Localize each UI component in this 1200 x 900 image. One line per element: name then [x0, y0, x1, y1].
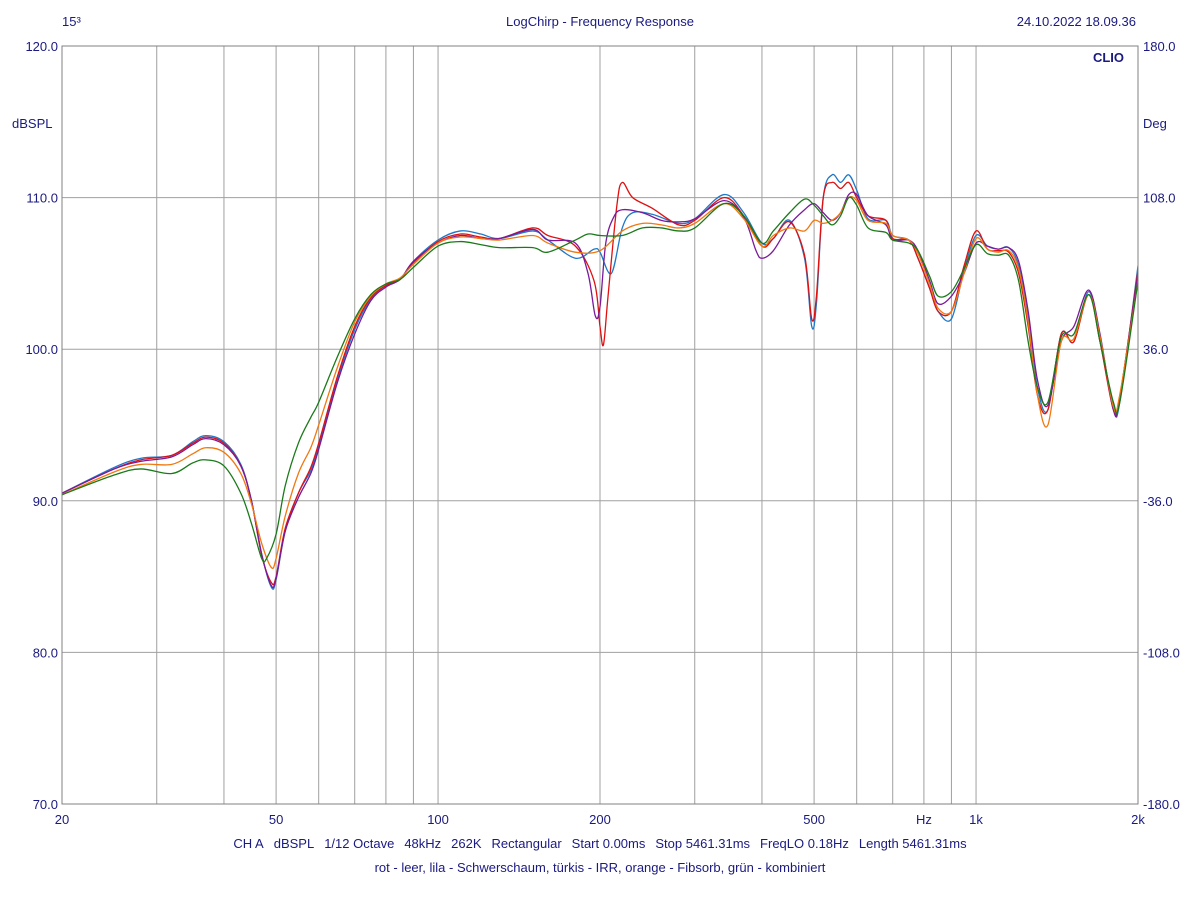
x-tick-label: Hz — [916, 812, 932, 827]
info-item: Stop 5461.31ms — [655, 836, 751, 851]
info-item: Start 0.00ms — [571, 836, 646, 851]
info-item: 262K — [451, 836, 482, 851]
info-item: 1/12 Octave — [324, 836, 395, 851]
y-tick-label: 100.0 — [25, 342, 58, 357]
series-line — [62, 196, 1138, 570]
y-tick-label: 90.0 — [33, 494, 58, 509]
series-line — [62, 196, 1138, 563]
y-tick-label: 70.0 — [33, 797, 58, 812]
y2-tick-label: 180.0 — [1143, 39, 1176, 54]
y-tick-label: 80.0 — [33, 645, 58, 660]
y2-tick-label: 108.0 — [1143, 191, 1176, 206]
axis-labels: 70.0 80.0 90.0 100.0 110.0 120.0 -180.0 -108.0 -… — [12, 39, 1180, 827]
legend-caption: rot - leer, lila - Schwerschaum, türkis … — [374, 860, 826, 875]
series-line — [62, 181, 1138, 586]
y-tick-label: 110.0 — [26, 191, 58, 206]
y2-tick-label: -36.0 — [1143, 494, 1173, 509]
info-item: Length 5461.31ms — [858, 836, 967, 851]
timestamp: 24.10.2022 18.09.36 — [1016, 14, 1136, 29]
y2-tick-label: -108.0 — [1143, 645, 1180, 660]
chart-title: LogChirp - Frequency Response — [506, 14, 694, 29]
clio-logo: CLIO — [1093, 50, 1124, 65]
info-item: Rectangular — [491, 836, 562, 851]
info-item: dBSPL — [273, 836, 315, 851]
header-left-label: 15³ — [62, 14, 81, 29]
y2-axis-label: Deg — [1143, 116, 1167, 131]
x-tick-label: 100 — [427, 812, 449, 827]
series-lines — [62, 173, 1138, 590]
frequency-response-chart: 70.0 80.0 90.0 100.0 110.0 120.0 -180.0 -108.0 -… — [12, 39, 1180, 827]
info-item: FreqLO 0.18Hz — [760, 836, 849, 851]
measurement-info-line: CH A dBSPL 1/12 Octave 48kHz 262K Rectangular… — [0, 836, 1200, 851]
y-axis-label: dBSPL — [12, 116, 52, 131]
y2-tick-label: 36.0 — [1143, 342, 1168, 357]
x-tick-label: 500 — [803, 812, 825, 827]
grid — [62, 45, 1138, 805]
series-line — [62, 191, 1138, 589]
info-item: CH A — [233, 836, 264, 851]
y-tick-label: 120.0 — [25, 39, 58, 54]
y2-tick-label: -180.0 — [1143, 797, 1180, 812]
x-tick-label: 2k — [1131, 812, 1145, 827]
x-tick-label: 200 — [589, 812, 611, 827]
x-tick-label: 20 — [55, 812, 69, 827]
info-item: 48kHz — [404, 836, 442, 851]
x-tick-label: 1k — [969, 812, 983, 827]
plot-frame — [61, 45, 1139, 805]
x-tick-label: 50 — [269, 812, 283, 827]
